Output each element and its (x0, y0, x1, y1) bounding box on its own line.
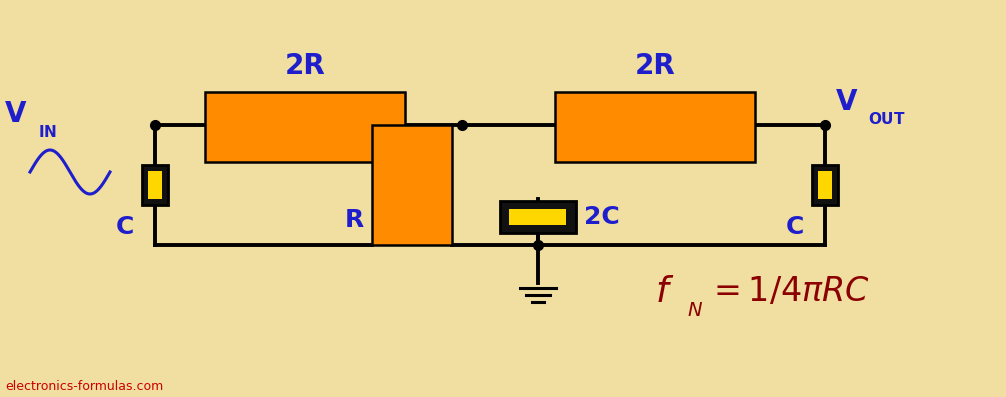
Text: $f$: $f$ (655, 275, 674, 309)
Bar (509, 209, 566, 225)
Bar (205, 92, 405, 162)
Text: R: R (345, 208, 364, 232)
Bar (500, 201, 576, 233)
Text: $\mathbf{IN}$: $\mathbf{IN}$ (38, 124, 57, 140)
Text: C: C (116, 215, 134, 239)
Text: 2R: 2R (635, 52, 675, 80)
Bar (812, 165, 838, 205)
Bar (372, 125, 452, 245)
Text: $\mathbf{V}$: $\mathbf{V}$ (835, 89, 858, 116)
Bar (818, 171, 832, 199)
Text: 2R: 2R (285, 52, 325, 80)
Text: C: C (786, 215, 804, 239)
Text: $\mathbf{OUT}$: $\mathbf{OUT}$ (868, 111, 905, 127)
Text: $= 1/4\pi RC$: $= 1/4\pi RC$ (707, 276, 870, 308)
Text: electronics-formulas.com: electronics-formulas.com (5, 380, 163, 393)
Text: $\mathbf{V}$: $\mathbf{V}$ (4, 102, 27, 129)
Bar (148, 171, 162, 199)
Text: 2C: 2C (584, 205, 620, 229)
Bar (142, 165, 168, 205)
Bar (555, 92, 754, 162)
Text: $N$: $N$ (687, 301, 703, 320)
